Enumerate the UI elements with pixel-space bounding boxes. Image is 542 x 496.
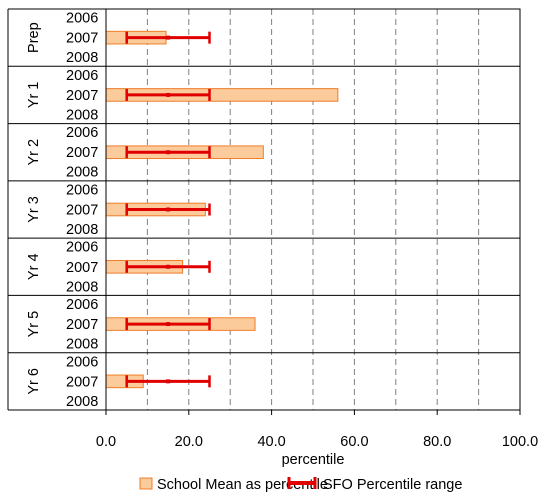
- year-label: 2006: [66, 182, 98, 198]
- year-label: 2007: [66, 31, 98, 47]
- year-label: 2008: [66, 222, 98, 238]
- year-label: 2006: [66, 240, 98, 256]
- range-mid-marker: [166, 379, 171, 384]
- x-tick-label: 20.0: [175, 434, 203, 450]
- group-label: Yr 4: [26, 253, 42, 280]
- year-label: 2008: [66, 165, 98, 181]
- year-label: 2008: [66, 50, 98, 66]
- range-mid-marker: [166, 207, 171, 212]
- legend-label-school-mean: School Mean as percentile: [157, 477, 328, 493]
- legend-label-sfo-range: SFO Percentile range: [323, 477, 462, 493]
- x-tick-label: 80.0: [423, 434, 451, 450]
- year-label: 2007: [66, 374, 98, 390]
- range-bars: [125, 31, 211, 388]
- year-label: 2007: [66, 88, 98, 104]
- year-label: 2008: [66, 107, 98, 123]
- axis-labels: 2006 2007 2008 Prep 2006 2007 2008 Yr 1 2006 2007…: [26, 11, 538, 450]
- year-label: 2008: [66, 279, 98, 295]
- year-label: 2006: [66, 354, 98, 370]
- year-label: 2008: [66, 337, 98, 353]
- group-label: Yr 5: [26, 311, 42, 338]
- group-label: Yr 1: [26, 82, 42, 109]
- year-label: 2006: [66, 125, 98, 141]
- group-label: Prep: [26, 22, 42, 53]
- year-label: 2007: [66, 145, 98, 161]
- year-label: 2007: [66, 203, 98, 219]
- plot-border: [105, 8, 521, 411]
- range-mid-marker: [166, 92, 171, 97]
- year-label: 2006: [66, 297, 98, 313]
- group-label: Yr 3: [26, 196, 42, 223]
- year-label: 2008: [66, 394, 98, 410]
- range-mid-marker: [166, 322, 171, 327]
- x-tick-label: 40.0: [257, 434, 285, 450]
- group-label: Yr 6: [26, 368, 42, 395]
- year-label: 2007: [66, 317, 98, 333]
- year-label: 2007: [66, 260, 98, 276]
- x-axis-title: percentile: [282, 452, 345, 468]
- legend: School Mean as percentile SFO Percentile…: [139, 477, 462, 493]
- range-mid-marker: [166, 264, 171, 269]
- group-label: Yr 2: [26, 139, 42, 166]
- legend-swatch-school-mean: [139, 477, 153, 490]
- range-mid-marker: [166, 35, 171, 40]
- x-tick-label: 0.0: [96, 434, 116, 450]
- plot-frame: [7, 8, 521, 415]
- x-tick-label: 100.0: [502, 434, 538, 450]
- year-label: 2006: [66, 68, 98, 84]
- range-mid-marker: [166, 150, 171, 155]
- legend-swatch-sfo-range: [287, 477, 317, 489]
- year-label: 2006: [66, 11, 98, 27]
- x-tick-label: 60.0: [340, 434, 368, 450]
